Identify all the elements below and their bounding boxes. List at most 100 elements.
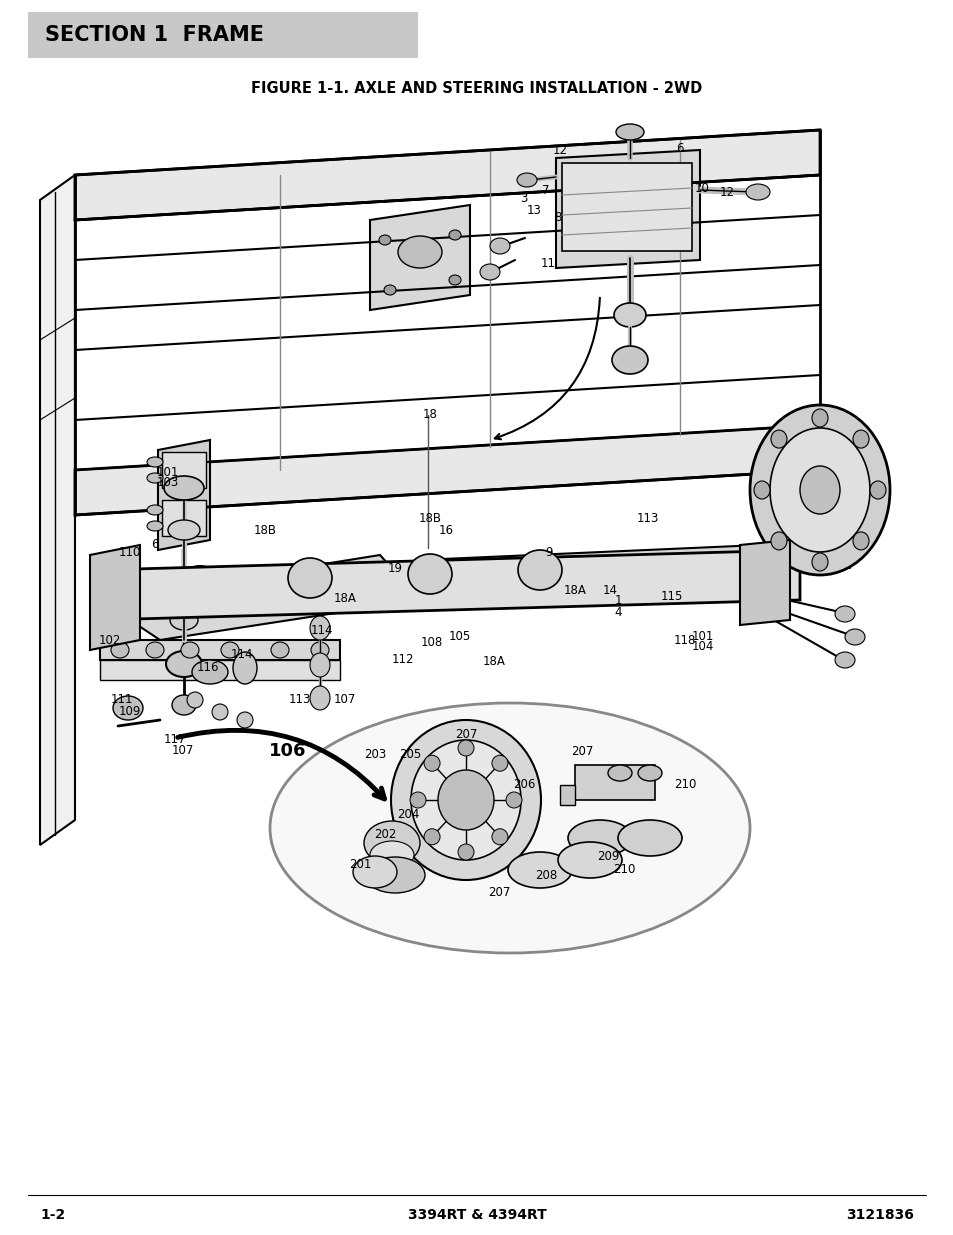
Ellipse shape — [844, 629, 864, 645]
Text: 109: 109 — [119, 705, 141, 719]
Ellipse shape — [811, 409, 827, 427]
Ellipse shape — [567, 820, 631, 856]
Text: 18A: 18A — [334, 592, 356, 604]
Ellipse shape — [618, 820, 681, 856]
Ellipse shape — [834, 606, 854, 622]
Text: 116: 116 — [196, 662, 219, 674]
Text: 201: 201 — [349, 858, 371, 872]
Text: 205: 205 — [398, 748, 420, 762]
Text: 8: 8 — [554, 210, 561, 224]
Text: 9: 9 — [545, 546, 552, 558]
Text: 107: 107 — [334, 694, 355, 706]
Ellipse shape — [310, 685, 330, 710]
Text: 3121836: 3121836 — [845, 1208, 913, 1221]
Ellipse shape — [187, 692, 203, 708]
Text: 18B: 18B — [418, 511, 441, 525]
Text: 1-2: 1-2 — [40, 1208, 65, 1221]
Text: 112: 112 — [392, 653, 414, 667]
Bar — [741, 576, 789, 618]
Ellipse shape — [181, 642, 199, 658]
Ellipse shape — [288, 558, 332, 598]
Text: 207: 207 — [570, 746, 593, 758]
Bar — [28, 12, 417, 58]
Text: 203: 203 — [363, 748, 386, 762]
Text: 114: 114 — [231, 648, 253, 662]
Ellipse shape — [616, 124, 643, 140]
Text: 207: 207 — [487, 887, 510, 899]
Bar — [789, 540, 849, 568]
Text: 208: 208 — [535, 869, 557, 883]
Polygon shape — [75, 425, 820, 515]
Bar — [162, 500, 206, 536]
Text: 4: 4 — [614, 605, 621, 619]
Polygon shape — [158, 440, 210, 550]
Ellipse shape — [270, 703, 749, 953]
Polygon shape — [419, 545, 760, 600]
Text: 11: 11 — [540, 257, 555, 269]
Ellipse shape — [492, 829, 507, 845]
Ellipse shape — [411, 740, 520, 860]
Ellipse shape — [236, 713, 253, 727]
Ellipse shape — [457, 740, 474, 756]
Ellipse shape — [614, 303, 645, 327]
Ellipse shape — [701, 552, 738, 584]
Ellipse shape — [310, 616, 330, 640]
Ellipse shape — [457, 844, 474, 860]
Ellipse shape — [370, 841, 414, 869]
Text: FIGURE 1-1. AXLE AND STEERING INSTALLATION - 2WD: FIGURE 1-1. AXLE AND STEERING INSTALLATI… — [251, 80, 702, 95]
Text: 204: 204 — [396, 809, 418, 821]
Text: 18B: 18B — [253, 524, 276, 536]
Ellipse shape — [146, 642, 164, 658]
Ellipse shape — [384, 285, 395, 295]
Ellipse shape — [869, 480, 885, 499]
Ellipse shape — [638, 764, 661, 781]
Ellipse shape — [490, 238, 510, 254]
Ellipse shape — [770, 532, 786, 550]
Ellipse shape — [517, 173, 537, 186]
Text: 206: 206 — [513, 778, 535, 792]
Ellipse shape — [233, 652, 256, 684]
Ellipse shape — [507, 852, 572, 888]
Text: 6: 6 — [152, 538, 158, 552]
Ellipse shape — [505, 792, 521, 808]
Text: 107: 107 — [172, 745, 194, 757]
Text: 113: 113 — [637, 511, 659, 525]
Text: 118: 118 — [673, 634, 696, 646]
Ellipse shape — [424, 756, 439, 771]
Polygon shape — [100, 550, 800, 620]
Text: 210: 210 — [673, 778, 696, 792]
Ellipse shape — [800, 466, 840, 514]
Text: 102: 102 — [99, 634, 121, 646]
Ellipse shape — [479, 264, 499, 280]
Ellipse shape — [852, 532, 868, 550]
Ellipse shape — [364, 821, 419, 864]
Ellipse shape — [192, 659, 228, 684]
Polygon shape — [40, 175, 75, 845]
Text: 114: 114 — [311, 624, 333, 636]
Text: 6: 6 — [676, 142, 683, 154]
Text: 115: 115 — [660, 589, 682, 603]
Text: 18: 18 — [422, 409, 437, 421]
Ellipse shape — [449, 275, 460, 285]
Bar — [800, 425, 854, 454]
Polygon shape — [740, 540, 789, 625]
Text: 108: 108 — [420, 636, 442, 650]
Ellipse shape — [112, 697, 143, 720]
Ellipse shape — [852, 430, 868, 448]
Text: 10: 10 — [694, 182, 709, 194]
Ellipse shape — [492, 756, 507, 771]
Text: 12: 12 — [552, 143, 567, 157]
Text: 18A: 18A — [482, 656, 505, 668]
Text: 3394RT & 4394RT: 3394RT & 4394RT — [407, 1208, 546, 1221]
Text: 12: 12 — [719, 185, 734, 199]
Ellipse shape — [769, 429, 869, 552]
Ellipse shape — [182, 566, 218, 598]
Ellipse shape — [607, 764, 631, 781]
Ellipse shape — [221, 642, 239, 658]
Ellipse shape — [749, 405, 889, 576]
Ellipse shape — [212, 704, 228, 720]
Ellipse shape — [164, 475, 204, 500]
Polygon shape — [556, 149, 700, 268]
Text: 209: 209 — [597, 851, 618, 863]
Ellipse shape — [365, 857, 424, 893]
